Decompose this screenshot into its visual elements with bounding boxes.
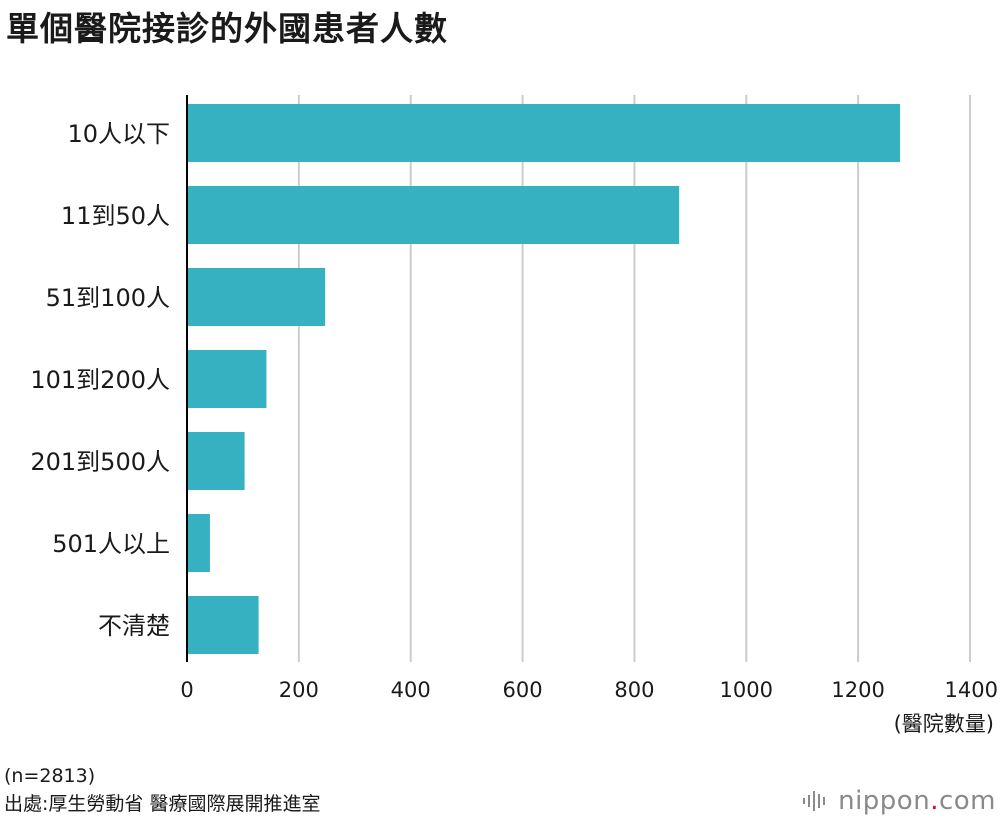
logo-text: nippon.com	[838, 786, 996, 816]
bar-6	[187, 596, 259, 654]
bar-2	[187, 268, 326, 326]
x-tick-label: 600	[503, 678, 543, 702]
bars	[187, 104, 901, 654]
category-label: 51到100人	[46, 284, 170, 312]
bar-4	[187, 432, 245, 490]
bar-1	[187, 186, 680, 244]
x-tick-label: 0	[180, 678, 193, 702]
chart-title: 單個醫院接診的外國患者人數	[6, 9, 448, 48]
x-tick-label: 800	[614, 678, 654, 702]
x-tick-label: 400	[391, 678, 431, 702]
category-label: 11到50人	[61, 202, 170, 230]
category-label: 10人以下	[67, 120, 170, 148]
x-tick-label: 200	[279, 678, 319, 702]
category-label: 不清楚	[98, 612, 170, 640]
x-tick-label: 1200	[831, 678, 884, 702]
sample-size-note: (n=2813)	[4, 765, 96, 787]
category-label: 501人以上	[52, 530, 170, 558]
nippon-logo: nippon.com	[802, 786, 996, 816]
category-label: 101到200人	[30, 366, 170, 394]
gridlines	[297, 95, 971, 662]
category-label: 201到500人	[30, 448, 170, 476]
bar-0	[187, 104, 901, 162]
x-tick-label: 1000	[720, 678, 773, 702]
x-tick-label: 1400	[945, 678, 998, 702]
x-axis-unit-label: (醫院數量)	[893, 712, 994, 736]
category-labels: 10人以下 11到50人 51到100人 101到200人 201到500人 501人以上…	[30, 120, 170, 640]
footnote: (n=2813) 出處:厚生勞動省 醫療國際展開推進室	[4, 762, 320, 818]
sound-wave-icon	[803, 791, 826, 811]
source-note: 出處:厚生勞動省 醫療國際展開推進室	[4, 793, 321, 815]
bar-5	[187, 514, 210, 572]
x-tick-labels: 0 200 400 600 800 1000 1200 1400	[180, 678, 998, 702]
bar-3	[187, 350, 267, 408]
